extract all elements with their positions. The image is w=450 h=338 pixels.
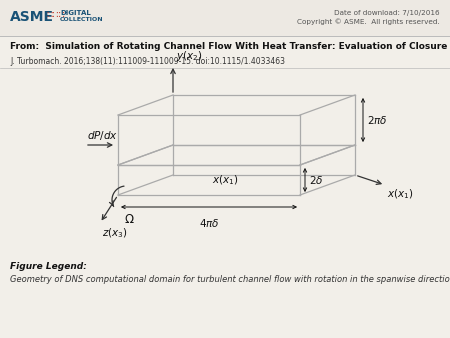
Text: $\Omega$: $\Omega$	[124, 213, 135, 226]
Text: $y(x_2)$: $y(x_2)$	[176, 49, 202, 63]
Text: $dP/dx$: $dP/dx$	[87, 129, 118, 142]
Text: ASME: ASME	[10, 10, 54, 24]
Text: Figure Legend:: Figure Legend:	[10, 262, 87, 271]
Text: $2\pi\delta$: $2\pi\delta$	[367, 114, 388, 126]
Text: $x(x_1)$: $x(x_1)$	[212, 173, 239, 187]
Text: COLLECTION: COLLECTION	[60, 17, 104, 22]
Text: Copyright © ASME.  All rights reserved.: Copyright © ASME. All rights reserved.	[297, 18, 440, 25]
Bar	[0, 0, 450, 36]
Text: J. Turbomach. 2016;138(11):111009-111009-15. doi:10.1115/1.4033463: J. Turbomach. 2016;138(11):111009-111009…	[10, 57, 285, 66]
Text: $4\pi\delta$: $4\pi\delta$	[198, 217, 219, 229]
Text: DIGITAL: DIGITAL	[60, 10, 91, 16]
Bar	[0, 36, 450, 338]
Text: Date of download: 7/10/2016: Date of download: 7/10/2016	[334, 10, 440, 16]
Text: Geometry of DNS computational domain for turbulent channel flow with rotation in: Geometry of DNS computational domain for…	[10, 275, 450, 284]
Text: ∷∷∷: ∷∷∷	[46, 10, 65, 20]
Text: From:  Simulation of Rotating Channel Flow With Heat Transfer: Evaluation of Clo: From: Simulation of Rotating Channel Flo…	[10, 42, 450, 51]
Text: $x(x_1)$: $x(x_1)$	[387, 187, 414, 200]
Text: $2\delta$: $2\delta$	[309, 174, 324, 186]
Text: $z(x_3)$: $z(x_3)$	[102, 226, 128, 240]
